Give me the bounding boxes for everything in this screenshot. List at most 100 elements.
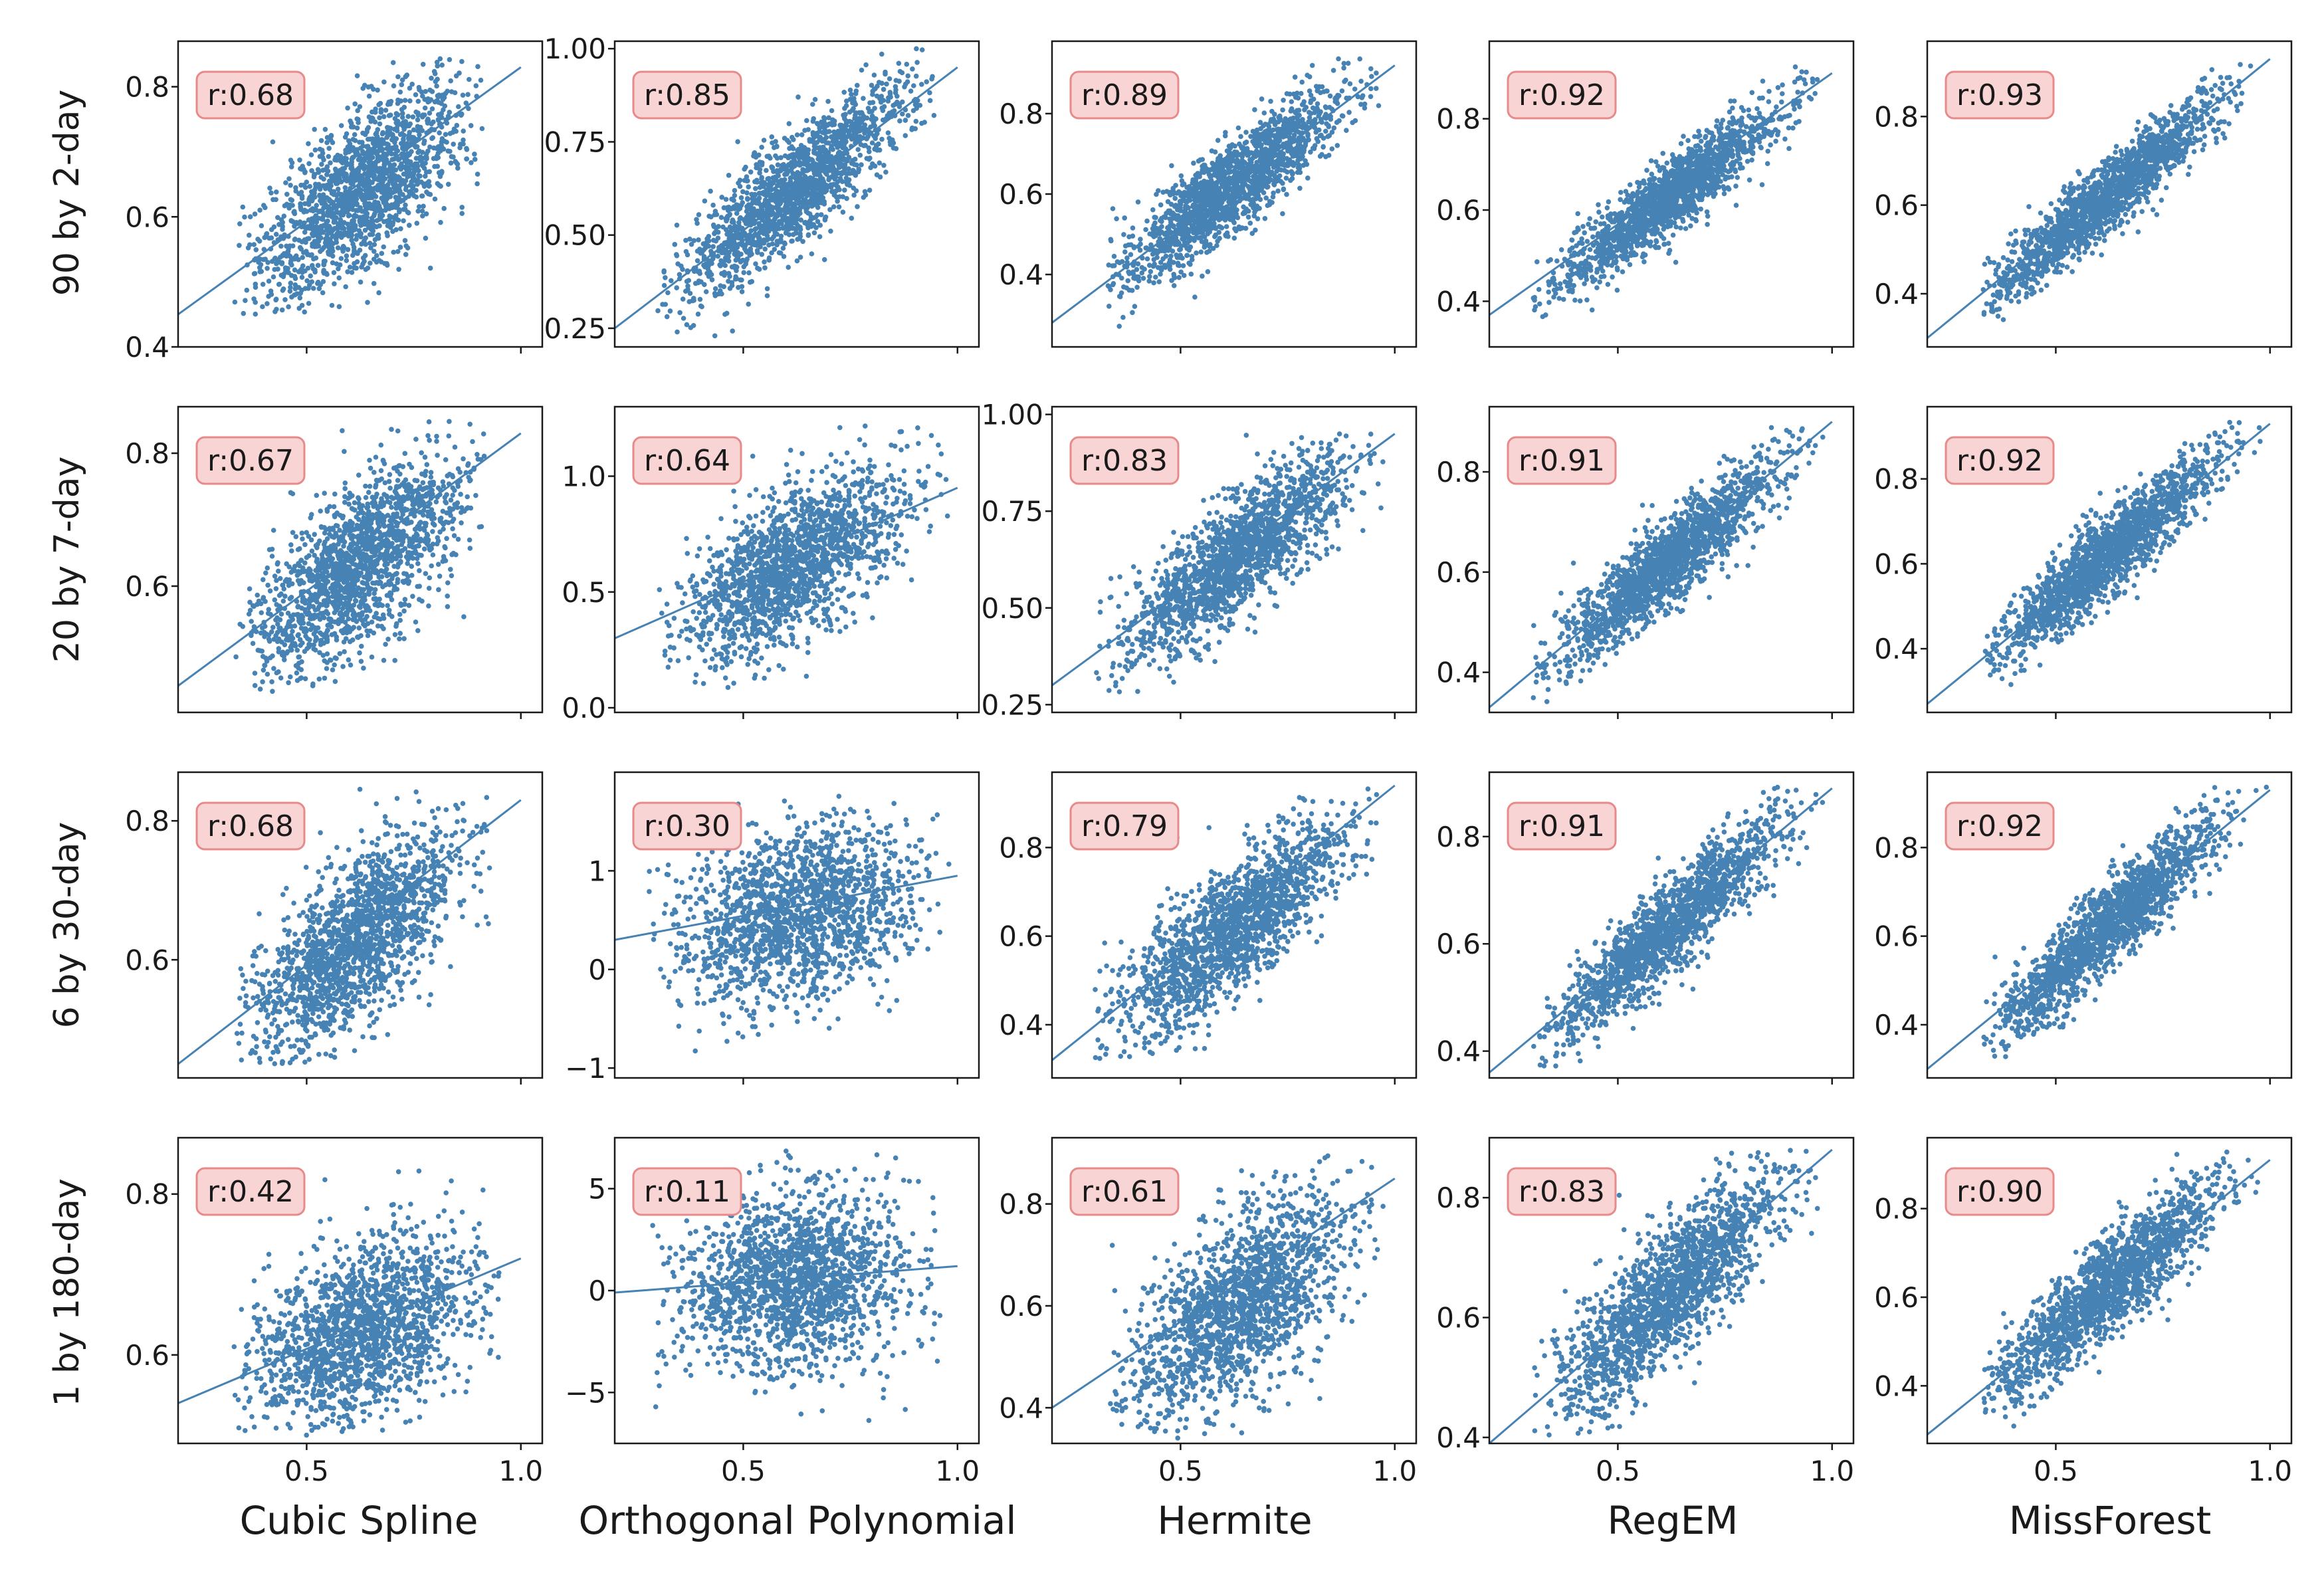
- panel-1-by-180-day-regem-ytick-label: 0.4: [1436, 1421, 1481, 1454]
- panel-6-by-30-day-hermite-correlation-label: r:0.79: [1081, 809, 1168, 843]
- panel-1-by-180-day-cubic-spline-ytick-label: 0.8: [125, 1178, 169, 1211]
- panel-90-by-2-day-hermite-ytick-label: 0.6: [999, 178, 1043, 211]
- panel-6-by-30-day-cubic-spline-ytick-label: 0.8: [125, 805, 169, 837]
- panel-6-by-30-day-cubic-spline-ytick-label: 0.6: [125, 944, 169, 976]
- panel-20-by-7-day-cubic-spline-ytick-label: 0.8: [125, 437, 169, 470]
- panel-20-by-7-day-missforest-trend-line: [1927, 423, 2271, 705]
- panel-90-by-2-day-missforest-ytick-label: 0.8: [1874, 100, 1919, 133]
- panel-20-by-7-day-missforest-ytick-label: 0.6: [1874, 548, 1919, 580]
- column-label-regem: RegEM: [1608, 1498, 1739, 1543]
- panel-6-by-30-day-hermite-ytick-label: 0.8: [999, 831, 1043, 864]
- panel-1-by-180-day-orthogonal-polynomial-scatter-points: [650, 1148, 943, 1423]
- panel-1-by-180-day-hermite-xtick-label: 1.0: [1372, 1455, 1417, 1487]
- panel-1-by-180-day-hermite-axes-frame: [1051, 1136, 1418, 1445]
- panel-20-by-7-day-orthogonal-polynomial-ytick-label: 0.0: [562, 692, 606, 724]
- panel-90-by-2-day-missforest-axes-frame: [1926, 40, 2293, 348]
- panel-1-by-180-day-hermite-ytick-label: 0.8: [999, 1188, 1043, 1221]
- panel-90-by-2-day-regem-axes-frame: [1488, 40, 1855, 348]
- panel-20-by-7-day-hermite-correlation-label: r:0.83: [1081, 444, 1168, 478]
- panel-6-by-30-day-hermite-correlation-box: [1069, 801, 1180, 851]
- row-label-1: 90 by 2-day: [47, 90, 87, 296]
- panel-90-by-2-day-regem-correlation-box: [1507, 70, 1617, 120]
- panel-20-by-7-day-orthogonal-polynomial-scatter-points: [657, 423, 950, 690]
- panel-6-by-30-day-missforest-trend-line: [1927, 789, 2271, 1070]
- panel-1-by-180-day-missforest-xtick-label: 0.5: [2034, 1455, 2078, 1487]
- panel-6-by-30-day-orthogonal-polynomial-trend-line: [615, 875, 958, 941]
- panel-6-by-30-day-missforest-axes-frame: [1926, 771, 2293, 1079]
- panel-20-by-7-day-hermite: 0.25 0.50 0.75 1.00 r:0.83: [981, 399, 1418, 721]
- panel-6-by-30-day-orthogonal-polynomial-correlation-box: [632, 801, 742, 851]
- panel-1-by-180-day-missforest-ytick-label: 0.6: [1874, 1281, 1919, 1314]
- panel-90-by-2-day-regem-ytick-label: 0.4: [1436, 285, 1481, 318]
- panel-90-by-2-day-missforest-ytick-label: 0.4: [1874, 278, 1919, 310]
- panel-1-by-180-day-orthogonal-polynomial-xtick-label: 1.0: [935, 1455, 980, 1487]
- panel-1-by-180-day-cubic-spline: 0.6 0.8 0.5 1.0 r:0.42: [125, 1136, 544, 1487]
- panel-90-by-2-day-orthogonal-polynomial-correlation-box: [632, 70, 742, 120]
- panel-6-by-30-day-hermite-axes-frame: [1051, 771, 1418, 1079]
- panel-90-by-2-day-orthogonal-polynomial-correlation-badge: r:0.85: [632, 70, 742, 120]
- panel-6-by-30-day-regem-trend-line: [1489, 787, 1833, 1074]
- panel-90-by-2-day-hermite-correlation-label: r:0.89: [1081, 78, 1168, 112]
- panel-1-by-180-day-orthogonal-polynomial-xtick-label: 0.5: [721, 1455, 766, 1487]
- column-label-hermite: Hermite: [1157, 1498, 1312, 1543]
- panel-90-by-2-day-hermite-correlation-box: [1069, 70, 1180, 120]
- panel-20-by-7-day-hermite-ytick-label: 0.25: [981, 688, 1043, 721]
- panel-90-by-2-day-cubic-spline-ytick-label: 0.4: [125, 331, 169, 364]
- panel-90-by-2-day-cubic-spline: 0.4 0.6 0.8 r:0.68: [125, 40, 544, 364]
- panel-90-by-2-day-hermite-ytick-label: 0.4: [999, 259, 1043, 291]
- panel-1-by-180-day-cubic-spline-ytick-label: 0.6: [125, 1339, 169, 1372]
- panel-1-by-180-day-hermite-xtick-label: 0.5: [1158, 1455, 1203, 1487]
- panel-90-by-2-day-hermite-trend-line: [1052, 64, 1396, 324]
- panel-6-by-30-day-regem-correlation-badge: r:0.91: [1507, 801, 1617, 851]
- panel-20-by-7-day-regem-ytick-label: 0.8: [1436, 456, 1481, 488]
- panel-20-by-7-day-hermite-ytick-label: 0.50: [981, 592, 1043, 625]
- panel-90-by-2-day-missforest-ytick-label: 0.6: [1874, 189, 1919, 222]
- panel-20-by-7-day-cubic-spline-correlation-label: r:0.67: [207, 444, 294, 478]
- panel-1-by-180-day-hermite-ytick-label: 0.4: [999, 1392, 1043, 1424]
- panel-20-by-7-day-cubic-spline: 0.6 0.8 r:0.67: [125, 405, 544, 719]
- panel-20-by-7-day-missforest: 0.4 0.6 0.8 r:0.92: [1874, 405, 2293, 719]
- panel-20-by-7-day-regem-axes-frame: [1488, 405, 1855, 714]
- panel-6-by-30-day-orthogonal-polynomial: −1 0 1 r:0.30: [565, 771, 980, 1085]
- panel-6-by-30-day-hermite-ytick-label: 0.4: [999, 1009, 1043, 1041]
- panel-6-by-30-day-hermite-correlation-badge: r:0.79: [1069, 801, 1180, 851]
- panel-6-by-30-day-orthogonal-polynomial-ytick-label: −1: [565, 1052, 606, 1085]
- panel-1-by-180-day-regem-xtick-label: 1.0: [1810, 1455, 1854, 1487]
- panel-90-by-2-day-cubic-spline-ytick-label: 0.6: [125, 201, 169, 233]
- panel-20-by-7-day-regem-correlation-badge: r:0.91: [1507, 436, 1617, 485]
- panel-20-by-7-day-missforest-ytick-label: 0.8: [1874, 463, 1919, 496]
- panel-6-by-30-day-hermite: 0.4 0.6 0.8 r:0.79: [999, 771, 1418, 1085]
- panel-6-by-30-day-missforest-correlation-box: [1945, 801, 2055, 851]
- panel-90-by-2-day-regem: 0.4 0.6 0.8 r:0.92: [1436, 40, 1855, 354]
- panel-1-by-180-day-missforest-axes-frame: [1926, 1136, 2293, 1445]
- panel-20-by-7-day-orthogonal-polynomial-axes-frame: [613, 405, 980, 714]
- panel-6-by-30-day-cubic-spline-correlation-badge: r:0.68: [195, 801, 306, 851]
- row-label-3: 6 by 30-day: [47, 822, 87, 1029]
- panel-6-by-30-day-regem-ytick-label: 0.4: [1436, 1035, 1481, 1068]
- panel-1-by-180-day-orthogonal-polynomial-trend-line: [615, 1265, 958, 1294]
- panel-1-by-180-day-orthogonal-polynomial: −5 0 5 0.5 1.0 r:0.11: [565, 1136, 980, 1487]
- panel-1-by-180-day-orthogonal-polynomial-correlation-label: r:0.11: [644, 1175, 730, 1209]
- panel-6-by-30-day-cubic-spline: 0.6 0.8 r:0.68: [125, 771, 544, 1085]
- panel-1-by-180-day-orthogonal-polynomial-ytick-label: 5: [588, 1173, 606, 1206]
- panel-1-by-180-day-hermite-correlation-badge: r:0.61: [1069, 1167, 1180, 1216]
- panel-grid: 0.4 0.6 0.8 r:0.68 0.250.500.751.00r:0.85 0.4…: [125, 33, 2293, 1487]
- panel-6-by-30-day-regem-correlation-box: [1507, 801, 1617, 851]
- panel-1-by-180-day-cubic-spline-trend-line: [178, 1257, 522, 1404]
- panel-1-by-180-day-hermite: 0.4 0.6 0.8 0.5 1.0 r:0.61: [999, 1136, 1418, 1487]
- panel-90-by-2-day-hermite-ytick-label: 0.8: [999, 98, 1043, 130]
- panel-20-by-7-day-orthogonal-polynomial: 0.0 0.5 1.0 r:0.64: [562, 405, 980, 724]
- panel-20-by-7-day-regem-trend-line: [1489, 421, 1833, 708]
- panel-1-by-180-day-orthogonal-polynomial-correlation-box: [632, 1167, 742, 1216]
- panel-90-by-2-day-hermite-correlation-badge: r:0.89: [1069, 70, 1180, 120]
- panel-20-by-7-day-orthogonal-polynomial-correlation-badge: r:0.64: [632, 436, 742, 485]
- panel-90-by-2-day-orthogonal-polynomial-ytick-label: 0.25: [544, 312, 606, 345]
- panel-6-by-30-day-missforest: 0.4 0.6 0.8 r:0.92: [1874, 771, 2293, 1085]
- panel-20-by-7-day-hermite-correlation-box: [1069, 436, 1180, 485]
- panel-90-by-2-day-cubic-spline-correlation-label: r:0.68: [207, 78, 294, 112]
- panel-20-by-7-day-missforest-correlation-label: r:0.92: [1956, 444, 2043, 478]
- panel-20-by-7-day-orthogonal-polynomial-ytick-label: 1.0: [562, 461, 606, 493]
- panel-20-by-7-day-hermite-axes-frame: [1051, 405, 1418, 714]
- panel-90-by-2-day-orthogonal-polynomial: 0.25 0.50 0.75 1.00 r:0.85: [544, 33, 980, 354]
